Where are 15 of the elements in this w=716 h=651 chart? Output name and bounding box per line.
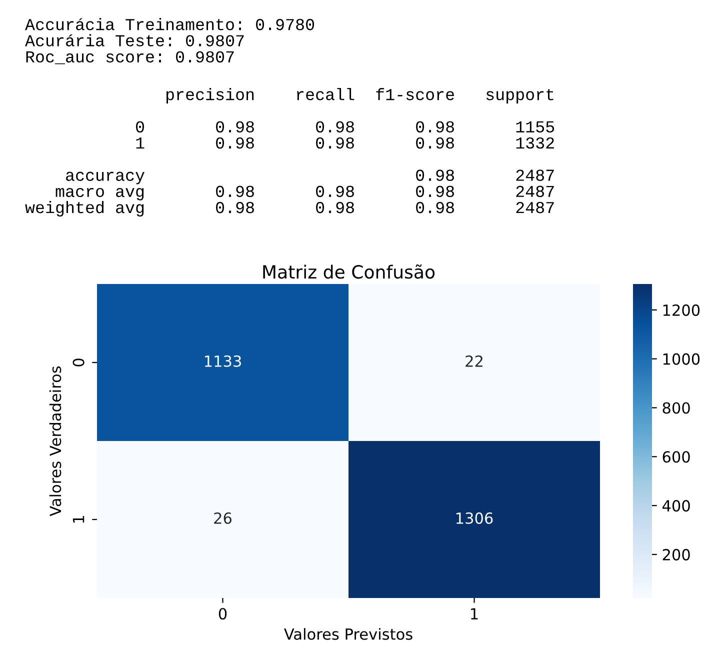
color-bar-label: 1000 [663, 353, 700, 365]
data-label: 22 [466, 355, 482, 367]
color-bar-label: 800 [662, 402, 690, 414]
color-bar-label: 1200 [663, 304, 700, 316]
text: precision recall f1-score support 0 0.98 0.98 0.98 1155 1 0.98 0.98 0.98 1332 accuracy 0.98 2487 macro avg 0.98 0.98 0.98 2487 weighted avg 0.98 0.98 0.98 2487 [25, 88, 554, 217]
color-bar-label: 400 [662, 500, 690, 512]
data-label: 1306 [456, 512, 493, 524]
color-bar-label: 200 [662, 548, 690, 560]
data-label: 1133 [204, 355, 241, 367]
data-label: 26 [214, 512, 232, 524]
x-axis-title: Valores Previstos [284, 628, 412, 640]
chart-title: Matriz de Confusão [263, 264, 435, 279]
color-bar-label: 600 [662, 451, 690, 463]
y-axis-title: Valores Verdadeiros [49, 366, 62, 516]
text: Accurácia Treinamento: 0.9780 Acurária Teste: 0.9807 Roc_auc score: 0.9807 [25, 18, 314, 64]
